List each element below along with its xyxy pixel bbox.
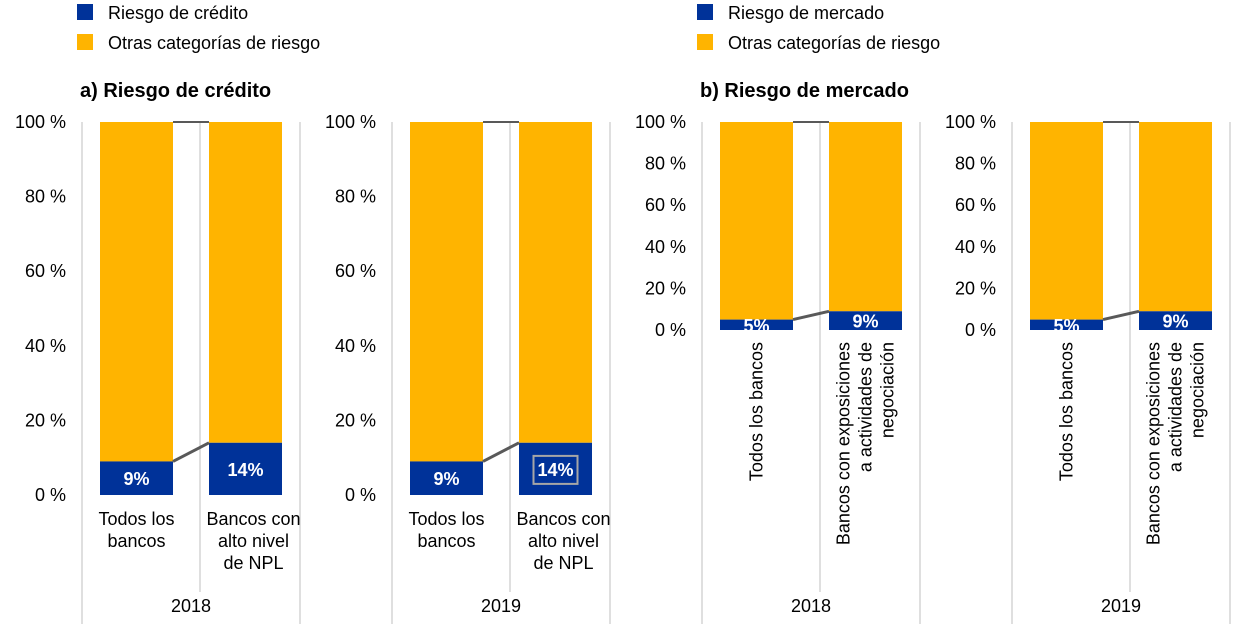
bar-other-segment xyxy=(519,122,592,443)
y-tick-label: 80 % xyxy=(955,154,996,174)
bar-other-segment xyxy=(209,122,282,443)
y-tick-label: 100 % xyxy=(325,112,376,132)
category-label: de NPL xyxy=(533,553,593,573)
y-tick-label: 60 % xyxy=(645,195,686,215)
bar-primary-segment xyxy=(519,442,592,495)
data-label-box xyxy=(532,454,579,485)
y-tick-label: 60 % xyxy=(955,195,996,215)
bar-primary-segment xyxy=(720,319,793,330)
y-tick-label: 40 % xyxy=(645,237,686,257)
bar-other-segment xyxy=(829,122,902,312)
y-tick-label: 40 % xyxy=(335,336,376,356)
y-tick-label: 60 % xyxy=(335,261,376,281)
y-tick-label: 40 % xyxy=(25,336,66,356)
connector-line-primary xyxy=(482,441,520,463)
y-tick-label: 100 % xyxy=(15,112,66,132)
y-tick-label: 0 % xyxy=(965,320,996,340)
connector-line-primary xyxy=(172,441,210,463)
y-tick-label: 0 % xyxy=(345,485,376,505)
y-tick-label: 100 % xyxy=(945,112,996,132)
category-label: bancos xyxy=(417,531,475,551)
bar-other-segment xyxy=(1030,122,1103,320)
y-tick-label: 20 % xyxy=(335,410,376,430)
legend-label-other-b: Otras categorías de riesgo xyxy=(728,33,940,53)
category-label: Todos los xyxy=(408,509,484,529)
y-tick-label: 100 % xyxy=(635,112,686,132)
category-label: Bancos con xyxy=(516,509,610,529)
connector-line-primary xyxy=(1102,309,1140,322)
y-tick-label: 0 % xyxy=(35,485,66,505)
category-label: Bancos con exposiciones xyxy=(1144,342,1164,545)
panel-title-b: b) Riesgo de mercado xyxy=(700,80,909,102)
data-label: 9% xyxy=(852,312,878,332)
legend-swatch-other-b xyxy=(697,34,713,50)
data-label: 14% xyxy=(227,460,263,480)
legend-label-market: Riesgo de mercado xyxy=(728,3,884,23)
category-label: de NPL xyxy=(223,553,283,573)
y-tick-label: 20 % xyxy=(25,410,66,430)
group-year-label: 2018 xyxy=(791,596,831,616)
y-tick-label: 20 % xyxy=(955,278,996,298)
category-label: negociación xyxy=(878,342,898,438)
charts-layer: 0 %20 %40 %60 %80 %100 %9% 14%Todos losba… xyxy=(15,112,1231,624)
category-label: Todos los xyxy=(98,509,174,529)
y-tick-label: 80 % xyxy=(335,187,376,207)
y-tick-label: 20 % xyxy=(645,278,686,298)
category-label: Todos los bancos xyxy=(1057,342,1077,481)
legend-swatch-market xyxy=(697,4,713,20)
bar-primary-segment xyxy=(1139,311,1212,330)
data-label: 9% xyxy=(1162,312,1188,332)
data-label: 9% xyxy=(123,469,149,489)
y-tick-label: 0 % xyxy=(655,320,686,340)
bar-primary-segment xyxy=(100,461,173,495)
legend-swatch-credit xyxy=(77,4,93,20)
bar-other-segment xyxy=(1139,122,1212,312)
group-year-label: 2019 xyxy=(1101,596,1141,616)
y-tick-label: 80 % xyxy=(25,187,66,207)
category-label: Bancos con exposiciones xyxy=(834,342,854,545)
bar-primary-segment xyxy=(209,442,282,495)
data-label: 5% xyxy=(743,316,769,336)
bar-other-segment xyxy=(410,122,483,462)
bar-primary-segment xyxy=(1030,319,1103,330)
bar-other-segment xyxy=(100,122,173,462)
category-label: negociación xyxy=(1188,342,1208,438)
group-year-label: 2019 xyxy=(481,596,521,616)
y-tick-label: 80 % xyxy=(645,154,686,174)
category-label: a actividades de xyxy=(1166,342,1186,472)
legend-swatch-other-a xyxy=(77,34,93,50)
legend-a: Riesgo de crédito Otras categorías de ri… xyxy=(77,3,320,53)
category-label: alto nivel xyxy=(218,531,289,551)
category-label: alto nivel xyxy=(528,531,599,551)
y-tick-label: 40 % xyxy=(955,237,996,257)
data-label: 9% xyxy=(433,469,459,489)
data-label: 14% xyxy=(537,460,573,480)
bar-primary-segment xyxy=(410,461,483,495)
category-label: a actividades de xyxy=(856,342,876,472)
category-label: Bancos con xyxy=(206,509,300,529)
y-tick-label: 60 % xyxy=(25,261,66,281)
bar-other-segment xyxy=(720,122,793,320)
legend-label-other-a: Otras categorías de riesgo xyxy=(108,33,320,53)
category-label: Todos los bancos xyxy=(747,342,767,481)
connector-line-primary xyxy=(792,309,830,322)
bar-primary-segment xyxy=(829,311,902,330)
category-label: bancos xyxy=(107,531,165,551)
panel-title-a: a) Riesgo de crédito xyxy=(80,80,271,102)
group-year-label: 2018 xyxy=(171,596,211,616)
legend-b: Riesgo de mercado Otras categorías de ri… xyxy=(697,3,940,53)
legend-label-credit: Riesgo de crédito xyxy=(108,3,248,23)
data-label: 5% xyxy=(1053,316,1079,336)
